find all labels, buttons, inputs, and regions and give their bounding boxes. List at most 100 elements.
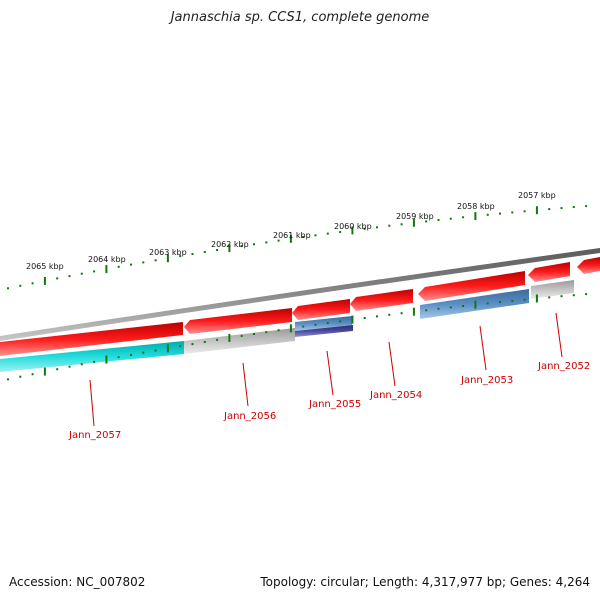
gene-jann-2053-forward[interactable] xyxy=(418,271,525,301)
outer-ruler-tick xyxy=(228,244,231,253)
gene-label-jann-2055[interactable]: Jann_2055 xyxy=(308,399,361,410)
gene-label-leaders xyxy=(89,312,563,427)
outer-ruler-tick xyxy=(43,276,46,285)
outer-ruler-tick xyxy=(19,284,22,287)
outer-ruler-tick xyxy=(265,241,268,244)
ruler-label-2065: 2065 kbp xyxy=(26,262,64,271)
outer-ruler-tick xyxy=(499,212,501,215)
ruler-label-2059: 2059 kbp xyxy=(396,212,434,221)
outer-ruler-tick xyxy=(142,261,145,264)
outer-ruler-ticks xyxy=(7,205,588,290)
inner-ruler-tick xyxy=(289,324,292,333)
ruler-label-2061: 2061 kbp xyxy=(273,231,311,240)
outer-ruler-tick xyxy=(7,287,9,290)
genome-summary-text: Topology: circular; Length: 4,317,977 bp… xyxy=(260,575,590,589)
forward-strand-genes xyxy=(0,257,600,356)
inner-ruler-tick xyxy=(412,307,415,316)
outer-ruler-tick xyxy=(339,231,342,233)
leader-jann-2052 xyxy=(555,312,563,358)
outer-ruler-tick xyxy=(585,205,588,208)
inner-ruler-tick xyxy=(425,309,428,312)
inner-ruler-tick xyxy=(585,293,588,296)
inner-ruler-tick xyxy=(474,300,477,309)
outer-ruler-tick xyxy=(191,253,194,255)
gene-jann-2055-forward[interactable] xyxy=(292,299,350,320)
outer-ruler-tick xyxy=(240,245,243,248)
inner-ruler-tick xyxy=(191,343,194,346)
leader-jann-2057 xyxy=(89,379,95,427)
inner-ruler-tick xyxy=(56,368,59,371)
gene-label-jann-2052[interactable]: Jann_2052 xyxy=(537,361,590,372)
outer-ruler-tick xyxy=(523,210,526,213)
outer-ruler-tick xyxy=(117,265,120,268)
outer-ruler-tick xyxy=(449,217,452,220)
outer-ruler-tick xyxy=(302,236,305,238)
inner-ruler-tick xyxy=(302,325,305,328)
ruler-label-2062: 2062 kbp xyxy=(211,240,249,249)
outer-ruler-tick xyxy=(166,254,169,263)
inner-ruler-tick xyxy=(486,302,489,305)
inner-ruler-tick xyxy=(166,344,169,353)
outer-ruler-tick xyxy=(376,226,378,229)
gene-jann-2052-forward[interactable] xyxy=(528,262,570,282)
gene-next-forward[interactable] xyxy=(577,257,600,274)
gene-jann-2054-forward[interactable] xyxy=(350,289,413,311)
outer-ruler-tick xyxy=(80,272,83,275)
outer-ruler-tick xyxy=(535,206,538,215)
outer-ruler-tick xyxy=(216,249,219,251)
gene-jann-2055-reverse-a[interactable] xyxy=(295,316,352,331)
genome-backbone xyxy=(0,248,600,341)
gene-jann-2057-forward[interactable] xyxy=(0,322,183,356)
inner-ruler-tick xyxy=(68,365,71,368)
inner-ruler-tick xyxy=(240,334,243,337)
outer-ruler-tick xyxy=(548,208,551,211)
gene-label-jann-2053[interactable]: Jann_2053 xyxy=(460,375,513,386)
inner-ruler-tick xyxy=(19,375,22,378)
outer-ruler-tick xyxy=(68,275,71,278)
inner-ruler-tick xyxy=(228,333,231,342)
gene-jann-2056-reverse[interactable] xyxy=(184,328,295,354)
inner-ruler-tick xyxy=(326,322,329,324)
leader-jann-2054 xyxy=(388,341,396,387)
gene-jann-2057-reverse[interactable] xyxy=(0,341,184,372)
inner-ruler-tick xyxy=(31,373,34,376)
inner-ruler-tick xyxy=(43,367,46,376)
gene-label-jann-2056[interactable]: Jann_2056 xyxy=(223,411,276,422)
inner-ruler-tick xyxy=(105,355,108,364)
ruler-label-2058: 2058 kbp xyxy=(457,202,495,211)
outer-ruler-tick xyxy=(179,255,182,258)
inner-ruler-tick xyxy=(351,315,354,324)
inner-ruler-tick xyxy=(339,320,342,323)
gene-label-jann-2057[interactable]: Jann_2057 xyxy=(68,430,121,441)
inner-ruler-tick xyxy=(388,313,391,316)
inner-ruler-tick xyxy=(216,338,219,341)
outer-ruler-tick xyxy=(486,213,489,216)
gene-jann-2052-reverse[interactable] xyxy=(531,280,574,299)
outer-ruler-tick xyxy=(351,226,354,235)
outer-ruler-tick xyxy=(425,220,428,223)
outer-ruler-tick xyxy=(130,263,132,266)
outer-ruler-tick xyxy=(31,282,34,285)
gene-jann-2056-forward[interactable] xyxy=(184,308,292,334)
ruler-label-2060: 2060 kbp xyxy=(334,222,372,231)
inner-ruler-tick xyxy=(130,354,132,356)
gene-labels: Jann_2057 Jann_2056 Jann_2055 Jann_2054 … xyxy=(68,361,590,441)
inner-ruler-tick xyxy=(363,317,366,319)
leader-jann-2053 xyxy=(479,325,487,371)
ruler-label-2064: 2064 kbp xyxy=(88,255,126,264)
gene-label-jann-2054[interactable]: Jann_2054 xyxy=(369,390,422,401)
inner-ruler-tick xyxy=(179,345,182,348)
leader-jann-2055 xyxy=(326,350,334,396)
gene-jann-2055-reverse-b[interactable] xyxy=(295,325,353,337)
inner-ruler-tick xyxy=(523,298,526,301)
outer-ruler-tick xyxy=(277,239,280,242)
ruler-labels: 2065 kbp 2064 kbp 2063 kbp 2062 kbp 2061… xyxy=(26,191,556,271)
inner-ruler-tick xyxy=(80,363,83,366)
outer-ruler-tick xyxy=(511,211,514,214)
leader-jann-2056 xyxy=(242,362,249,407)
outer-ruler-tick xyxy=(363,227,366,230)
inner-ruler-tick xyxy=(535,294,538,303)
inner-ruler-tick xyxy=(572,294,575,297)
outer-ruler-tick xyxy=(474,212,477,221)
